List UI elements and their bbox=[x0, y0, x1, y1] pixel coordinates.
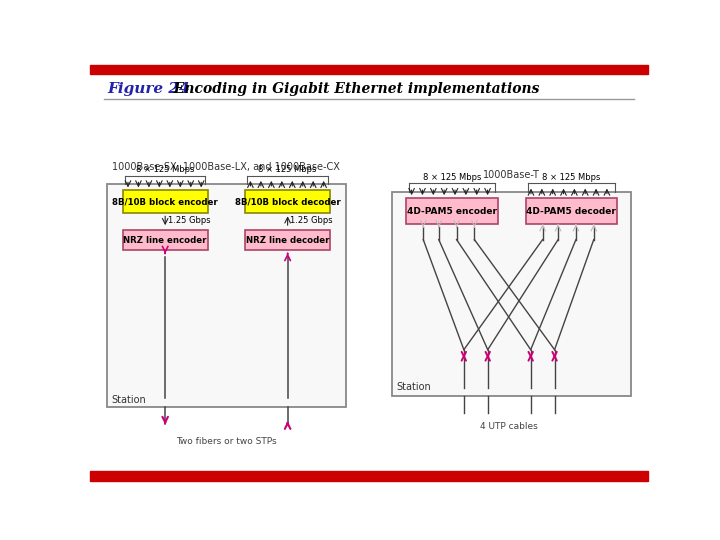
Text: NRZ line decoder: NRZ line decoder bbox=[246, 236, 329, 245]
Text: 4D-PAM5 encoder: 4D-PAM5 encoder bbox=[407, 207, 497, 215]
Bar bbox=[392, 192, 631, 396]
Text: 1.25 Gbps: 1.25 Gbps bbox=[168, 216, 210, 225]
Bar bbox=[90, 471, 648, 481]
Text: Two fibers or two STPs: Two fibers or two STPs bbox=[176, 437, 276, 446]
Text: 8B/10B block encoder: 8B/10B block encoder bbox=[112, 197, 218, 206]
Bar bbox=[245, 231, 330, 251]
Bar bbox=[406, 198, 498, 224]
Text: 4D-PAM5 decoder: 4D-PAM5 decoder bbox=[526, 207, 616, 215]
Text: 8 × 125 Mbps: 8 × 125 Mbps bbox=[136, 165, 194, 174]
Text: 8B/10B block decoder: 8B/10B block decoder bbox=[235, 197, 341, 206]
Bar bbox=[245, 190, 330, 213]
Bar bbox=[122, 190, 208, 213]
Text: Figure 24: Figure 24 bbox=[107, 83, 189, 97]
Text: 8 × 125 Mbps: 8 × 125 Mbps bbox=[542, 173, 600, 182]
Text: 4 UTP cables: 4 UTP cables bbox=[480, 422, 538, 431]
Text: 1000Base-SX, 1000Base-LX, and 1000Base-CX: 1000Base-SX, 1000Base-LX, and 1000Base-C… bbox=[112, 162, 341, 172]
Text: NRZ line encoder: NRZ line encoder bbox=[123, 236, 207, 245]
Text: Encoding in Gigabit Ethernet implementations: Encoding in Gigabit Ethernet implementat… bbox=[163, 83, 539, 97]
Text: 1000Base-T: 1000Base-T bbox=[483, 170, 540, 180]
Bar bbox=[90, 65, 648, 74]
Text: 1.25 Gbps: 1.25 Gbps bbox=[290, 216, 333, 225]
Bar bbox=[122, 231, 208, 251]
Text: Station: Station bbox=[396, 382, 431, 392]
Bar bbox=[107, 184, 346, 408]
Text: 8 × 125 Mbps: 8 × 125 Mbps bbox=[423, 173, 481, 182]
Text: 8 × 125 Mbps: 8 × 125 Mbps bbox=[258, 165, 317, 174]
Text: Station: Station bbox=[111, 395, 145, 405]
Bar bbox=[526, 198, 617, 224]
